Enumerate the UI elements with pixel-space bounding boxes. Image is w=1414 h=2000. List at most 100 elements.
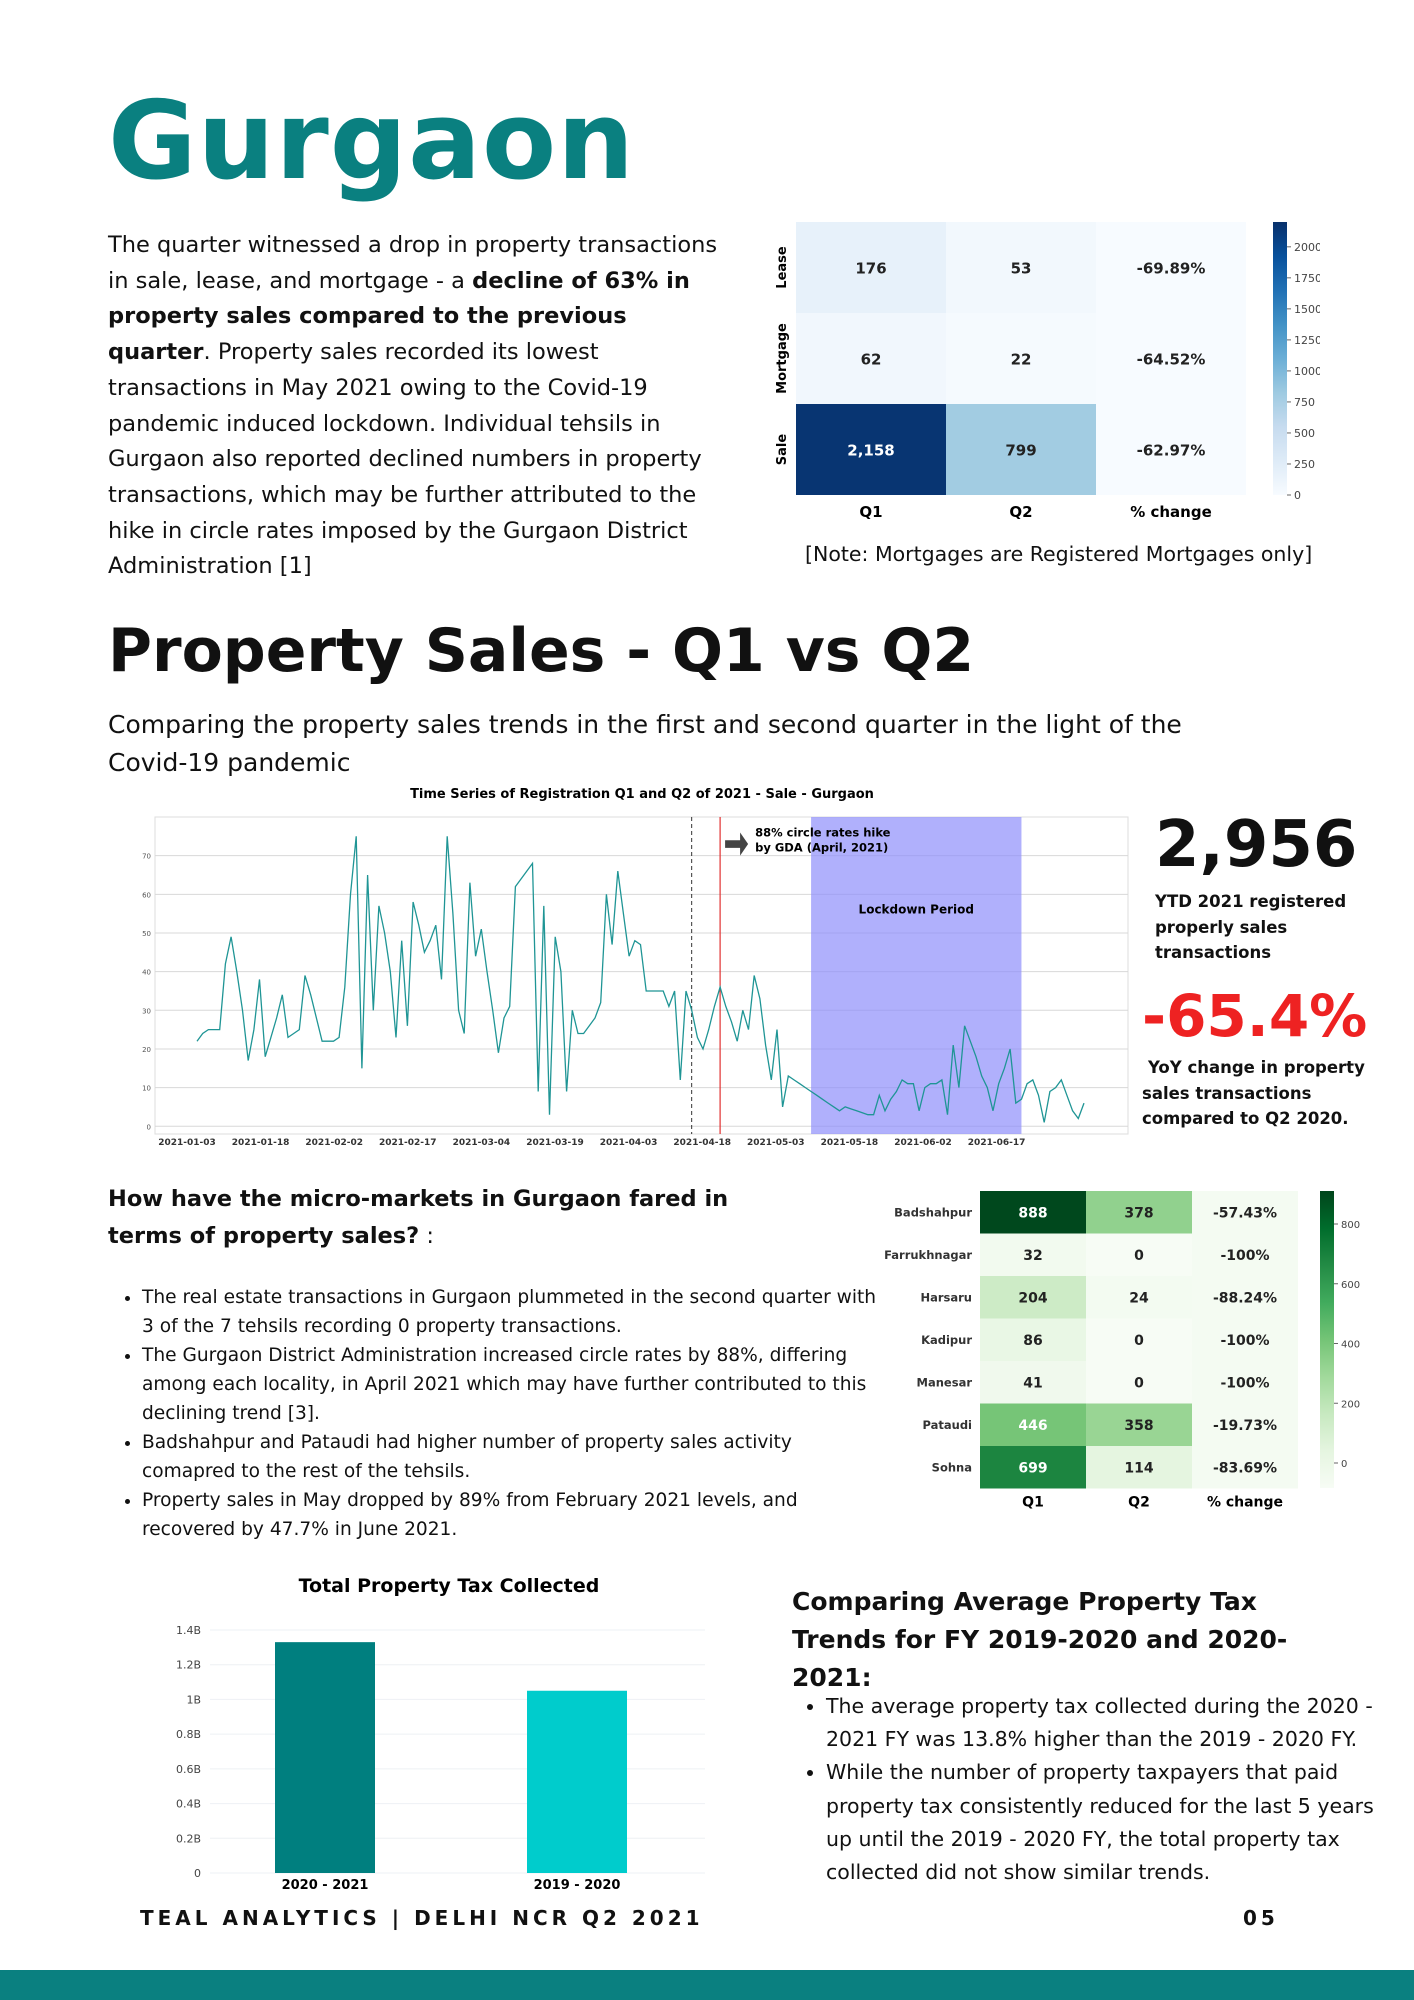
heatmap-cell bbox=[1096, 313, 1246, 404]
micro-market-bullet: The Gurgaon District Administration incr… bbox=[142, 1341, 887, 1428]
tehsil-label: Pataudi bbox=[923, 1418, 973, 1432]
heatmap-cell bbox=[1192, 1276, 1298, 1319]
heatmap-cell bbox=[1192, 1318, 1298, 1361]
heatmap-cell-value: 114 bbox=[1124, 1460, 1153, 1476]
yoy-kpi-value: -65.4% bbox=[1142, 982, 1368, 1050]
heatmap-cell-value: 358 bbox=[1124, 1418, 1153, 1434]
heatmap-cell-value: 86 bbox=[1023, 1333, 1042, 1349]
heatmap-cell bbox=[980, 1191, 1086, 1234]
heatmap-row-label: Sale bbox=[775, 434, 790, 466]
x-tick-label: 2020 - 2021 bbox=[282, 1878, 369, 1893]
colorbar-tick: 200 bbox=[1341, 1399, 1360, 1410]
y-tick-label: 1.2B bbox=[176, 1659, 201, 1672]
heatmap-cell bbox=[1192, 1233, 1298, 1276]
footer-bar bbox=[0, 1970, 1414, 2000]
tehsil-label: Harsaru bbox=[920, 1290, 972, 1304]
tehsil-label: Badshahpur bbox=[894, 1205, 972, 1219]
tehsil-label: Manesar bbox=[917, 1375, 973, 1389]
arrow-icon bbox=[725, 832, 749, 856]
heatmap-cell bbox=[946, 404, 1096, 495]
colorbar bbox=[1320, 1191, 1334, 1488]
tax-bar bbox=[275, 1642, 375, 1873]
heatmap-cell bbox=[946, 313, 1096, 404]
heatmap-cell bbox=[1086, 1233, 1192, 1276]
heatmap-col-label: Q2 bbox=[1128, 1495, 1150, 1511]
heatmap-cell bbox=[1086, 1446, 1192, 1489]
hike-annotation: 88% circle rates hike by GDA (April, 2021… bbox=[755, 825, 891, 854]
colorbar-tick: 0 bbox=[1341, 1459, 1347, 1470]
heatmap-cell-value: -69.89% bbox=[1137, 260, 1206, 278]
x-tick-label: 2021-05-03 bbox=[747, 1138, 805, 1148]
y-tick-label: 50 bbox=[142, 930, 151, 938]
hike-annotation-line: 88% circle rates hike bbox=[755, 825, 891, 839]
colorbar-tick: 400 bbox=[1341, 1340, 1360, 1351]
heatmap-cell bbox=[1096, 222, 1246, 313]
heatmap-cell bbox=[1096, 404, 1246, 495]
colorbar-tick: 2000 bbox=[1294, 241, 1320, 254]
colorbar-tick: 1250 bbox=[1294, 334, 1320, 347]
colorbar-tick: 0 bbox=[1294, 489, 1301, 502]
heatmap-cell bbox=[1192, 1446, 1298, 1489]
x-tick-label: 2021-06-02 bbox=[894, 1138, 952, 1148]
heatmap-cell-value: 53 bbox=[1011, 260, 1032, 278]
heatmap-cell-value: 176 bbox=[855, 260, 886, 278]
heatmap-cell-value: -83.69% bbox=[1213, 1460, 1277, 1476]
heatmap-cell bbox=[980, 1276, 1086, 1319]
heatmap-cell-value: 22 bbox=[1011, 351, 1032, 369]
heatmap-cell-value: 888 bbox=[1018, 1205, 1047, 1221]
micro-markets-question: How have the micro-markets in Gurgaon fa… bbox=[108, 1181, 808, 1255]
heatmap-cell bbox=[980, 1361, 1086, 1404]
page-number: 05 bbox=[1243, 1906, 1279, 1930]
heatmap-cell bbox=[796, 222, 946, 313]
page-title: Gurgaon bbox=[108, 79, 636, 204]
yoy-kpi-label: YoY change in property sales transaction… bbox=[1142, 1058, 1365, 1128]
x-tick-label: 2021-02-17 bbox=[379, 1138, 437, 1148]
colorbar-tick: 250 bbox=[1294, 458, 1315, 471]
x-tick-label: 2021-03-04 bbox=[453, 1138, 511, 1148]
heatmap-note: [Note: Mortgages are Registered Mortgage… bbox=[805, 542, 1313, 566]
x-tick-label: 2021-04-18 bbox=[673, 1138, 731, 1148]
property-tax-chart: Total Property Tax Collected 1.4B 1.2B 1B 0… bbox=[176, 1575, 705, 1893]
micro-market-bullet: The real estate transactions in Gurgaon … bbox=[142, 1283, 887, 1341]
tax-bullet: The average property tax collected durin… bbox=[826, 1690, 1386, 1756]
heatmap-cell-value: 2,158 bbox=[847, 442, 894, 460]
y-tick-label: 70 bbox=[142, 853, 151, 861]
micro-market-bullet: Property sales in May dropped by 89% fro… bbox=[142, 1486, 887, 1544]
heatmap-cell bbox=[980, 1233, 1086, 1276]
y-tick-label: 0 bbox=[147, 1123, 151, 1131]
tax-bullet: While the number of property taxpayers t… bbox=[826, 1756, 1386, 1889]
heatmap-cell-value: -19.73% bbox=[1213, 1418, 1277, 1434]
heatmap-cell bbox=[1086, 1318, 1192, 1361]
footer-text: TEAL ANALYTICS | DELHI NCR Q2 2021 bbox=[140, 1906, 704, 1930]
x-tick-label: 2021-01-18 bbox=[232, 1138, 290, 1148]
y-tick-label: 0 bbox=[194, 1867, 201, 1880]
x-tick-label: 2021-05-18 bbox=[821, 1138, 879, 1148]
transactions-heatmap: 176 53 -69.89% Lease 62 22 -64.52% Mortgage 2,15… bbox=[775, 222, 1320, 521]
heatmap-cell-value: -88.24% bbox=[1213, 1290, 1277, 1306]
colorbar-tick: 600 bbox=[1341, 1280, 1360, 1291]
heatmap-cell bbox=[980, 1403, 1086, 1446]
intro-text-2: . Property sales recorded its lowest tra… bbox=[108, 339, 702, 580]
tehsil-label: Kadipur bbox=[921, 1333, 972, 1347]
heatmap-cell bbox=[1192, 1361, 1298, 1404]
heatmap-cell-value: -100% bbox=[1220, 1375, 1269, 1391]
heatmap-cell bbox=[1192, 1403, 1298, 1446]
y-tick-label: 0.2B bbox=[176, 1832, 201, 1845]
heatmap-cell-value: 799 bbox=[1005, 442, 1036, 460]
y-tick-label: 0.4B bbox=[176, 1798, 201, 1811]
colorbar-tick: 1000 bbox=[1294, 365, 1320, 378]
tehsil-label: Farrukhnagar bbox=[884, 1248, 972, 1262]
heatmap-cell-value: 62 bbox=[861, 351, 882, 369]
heatmap-cell bbox=[796, 313, 946, 404]
time-series-chart: Time Series of Registration Q1 and Q2 of… bbox=[142, 787, 1129, 1148]
ytd-kpi-value: 2,956 bbox=[1155, 808, 1358, 882]
series-line bbox=[196, 836, 1085, 1123]
ytd-kpi-label: YTD 2021 registered properly sales trans… bbox=[1155, 892, 1347, 962]
heatmap-cell bbox=[1192, 1191, 1298, 1234]
heatmap-cell-value: 378 bbox=[1124, 1205, 1153, 1221]
lockdown-label: Lockdown Period bbox=[859, 903, 974, 917]
micro-markets-question-suffix: : bbox=[419, 1223, 434, 1249]
y-tick-label: 20 bbox=[142, 1046, 151, 1054]
colorbar-tick: 1750 bbox=[1294, 272, 1320, 285]
heatmap-col-label: Q2 bbox=[1009, 503, 1032, 521]
